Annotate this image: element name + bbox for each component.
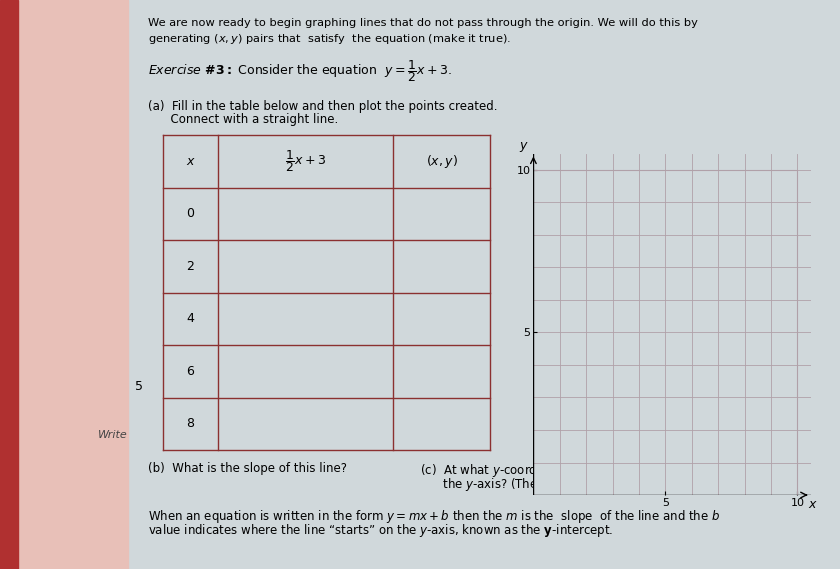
Text: 0: 0 [186, 207, 195, 220]
Bar [18, 0, 128, 569]
Text: $x$: $x$ [186, 155, 196, 168]
Text: 6: 6 [186, 365, 194, 378]
Text: We are now ready to begin graphing lines that do not pass through the origin. We: We are now ready to begin graphing lines… [148, 18, 698, 28]
Bar [0, 0, 18, 569]
Text: (a)  Fill in the table below and then plot the points created.: (a) Fill in the table below and then plo… [148, 100, 497, 113]
Text: 5: 5 [135, 380, 143, 393]
Text: Connect with a straight line.: Connect with a straight line. [148, 113, 339, 126]
Text: $\mathit{Exercise}$ $\mathbf{\#3:}$ Consider the equation  $y = \dfrac{1}{2}x+3$: $\mathit{Exercise}$ $\mathbf{\#3:}$ Cons… [148, 58, 452, 84]
Text: $y$: $y$ [519, 140, 529, 154]
Text: (b)  What is the slope of this line?: (b) What is the slope of this line? [148, 462, 347, 475]
Text: the $y$-axis? (The $\mathbf{y}$-$\mathbf{intercept}$ of the line.): the $y$-axis? (The $\mathbf{y}$-$\mathbf… [420, 476, 685, 493]
Text: value indicates where the line “starts” on the $y$-axis, known as the $\mathbf{y: value indicates where the line “starts” … [148, 522, 613, 539]
Text: $x$: $x$ [808, 498, 818, 512]
Text: When an equation is written in the form $y = mx+b$ then the $m$ is the  slope  o: When an equation is written in the form … [148, 508, 720, 525]
Text: $\dfrac{1}{2}x+3$: $\dfrac{1}{2}x+3$ [285, 149, 326, 174]
Text: generating $(x, y)$ pairs that  satisfy  the equation (make it true).: generating $(x, y)$ pairs that satisfy t… [148, 32, 511, 46]
Text: 4: 4 [186, 312, 194, 325]
Text: 2: 2 [186, 260, 194, 273]
Text: (c)  At what $y$-coordinate does the line intersect: (c) At what $y$-coordinate does the line… [420, 462, 703, 479]
Text: Write: Write [98, 430, 128, 440]
Text: $(x, y)$: $(x, y)$ [426, 152, 458, 170]
Text: 8: 8 [186, 417, 195, 430]
